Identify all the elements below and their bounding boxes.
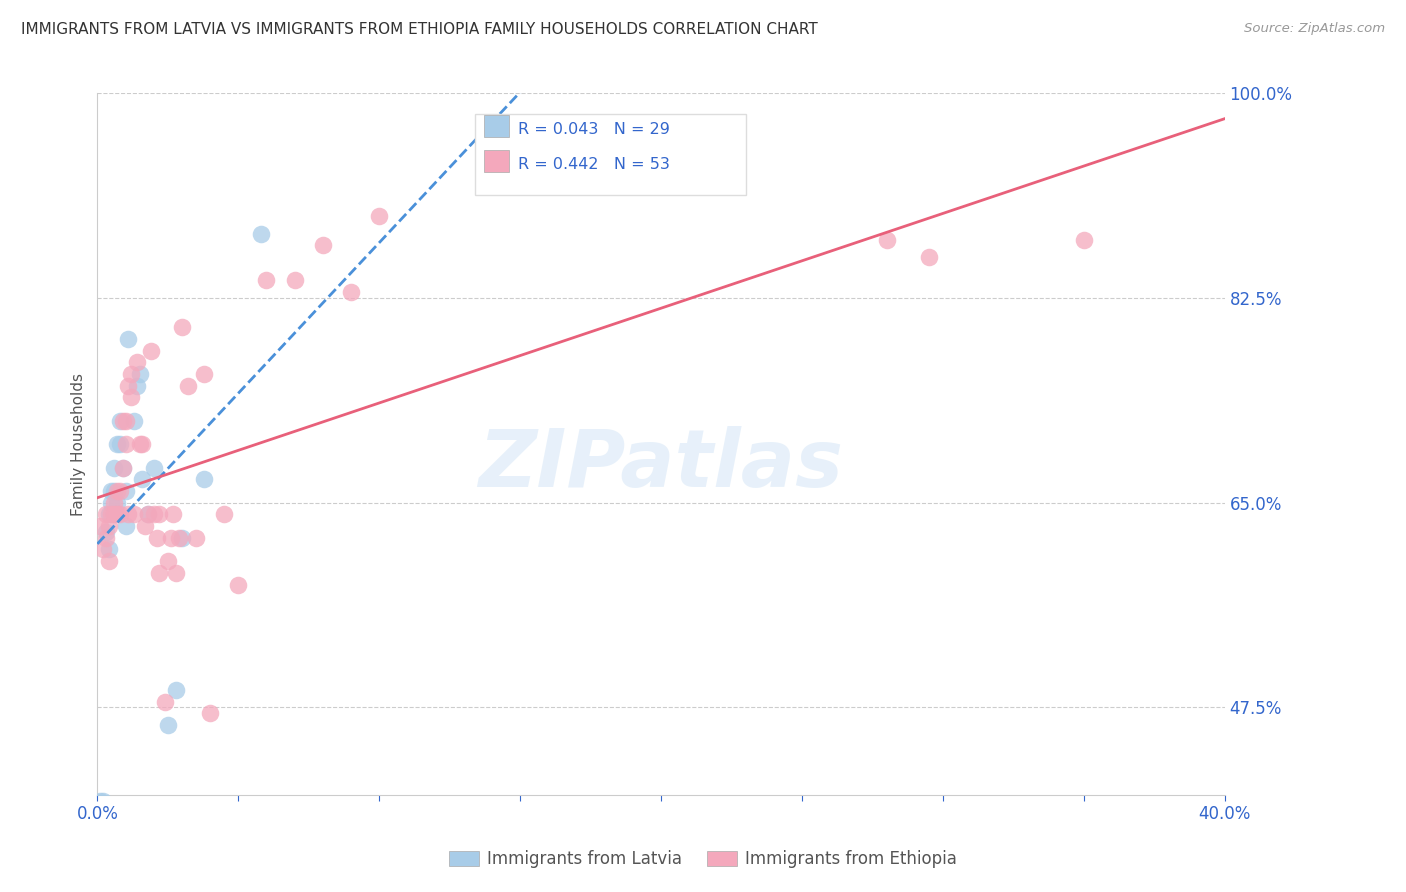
Legend: Immigrants from Latvia, Immigrants from Ethiopia: Immigrants from Latvia, Immigrants from … [441, 844, 965, 875]
Point [148, 508, 170, 522]
Point [111, 460, 134, 475]
Point [340, 285, 363, 300]
Point [312, 238, 335, 252]
Point [212, 508, 235, 522]
Point [134, 519, 156, 533]
Point [176, 378, 198, 392]
Point [108, 483, 131, 498]
Point [108, 508, 131, 522]
Point [165, 682, 187, 697]
Point [226, 577, 249, 591]
Point [1073, 233, 1095, 247]
Point [193, 472, 215, 486]
Point [114, 519, 136, 533]
Y-axis label: Family Households: Family Households [72, 373, 86, 516]
Point [170, 320, 193, 334]
Point [184, 531, 207, 545]
Point [105, 496, 128, 510]
Point [120, 391, 142, 405]
Point [136, 508, 159, 522]
Point [167, 531, 190, 545]
Point [94, 531, 117, 545]
Point [250, 227, 273, 241]
Text: Source: ZipAtlas.com: Source: ZipAtlas.com [1244, 22, 1385, 36]
Point [368, 209, 391, 223]
Point [165, 566, 187, 580]
Point [111, 460, 134, 475]
Point [128, 367, 150, 381]
Point [284, 273, 307, 287]
Point [876, 233, 898, 247]
Point [100, 483, 122, 498]
Point [105, 508, 128, 522]
Point [117, 332, 139, 346]
Point [142, 460, 165, 475]
Point [97, 508, 120, 522]
Point [97, 519, 120, 533]
Point [91, 542, 114, 557]
Point [100, 496, 122, 510]
Point [131, 472, 153, 486]
Point [103, 508, 125, 522]
Point [198, 706, 221, 721]
Point [148, 566, 170, 580]
FancyBboxPatch shape [475, 114, 745, 195]
Point [103, 460, 125, 475]
Point [117, 508, 139, 522]
Point [100, 508, 122, 522]
Point [108, 437, 131, 451]
Text: R = 0.043   N = 29: R = 0.043 N = 29 [517, 122, 669, 137]
Point [103, 496, 125, 510]
FancyBboxPatch shape [484, 151, 509, 172]
Point [122, 414, 145, 428]
Point [117, 378, 139, 392]
Point [162, 508, 184, 522]
Point [94, 524, 117, 539]
Point [103, 508, 125, 522]
Point [105, 483, 128, 498]
Point [94, 508, 117, 522]
Point [153, 694, 176, 708]
Point [131, 437, 153, 451]
Point [145, 531, 167, 545]
Point [193, 367, 215, 381]
FancyBboxPatch shape [484, 115, 509, 136]
Point [159, 531, 181, 545]
Point [97, 554, 120, 568]
Point [114, 414, 136, 428]
Point [89, 794, 111, 808]
Point [125, 378, 148, 392]
Point [156, 554, 179, 568]
Point [122, 508, 145, 522]
Point [256, 273, 278, 287]
Point [125, 355, 148, 369]
Point [128, 437, 150, 451]
Point [111, 414, 134, 428]
Point [170, 531, 193, 545]
Point [91, 794, 114, 808]
Text: ZIPatlas: ZIPatlas [478, 426, 844, 504]
Point [105, 437, 128, 451]
Point [108, 414, 131, 428]
Point [136, 508, 159, 522]
Point [103, 483, 125, 498]
Point [120, 367, 142, 381]
Point [89, 519, 111, 533]
Text: R = 0.442   N = 53: R = 0.442 N = 53 [517, 157, 669, 172]
Point [139, 343, 162, 358]
Point [114, 483, 136, 498]
Point [156, 718, 179, 732]
Text: IMMIGRANTS FROM LATVIA VS IMMIGRANTS FROM ETHIOPIA FAMILY HOUSEHOLDS CORRELATION: IMMIGRANTS FROM LATVIA VS IMMIGRANTS FRO… [21, 22, 818, 37]
Point [918, 250, 941, 264]
Point [97, 542, 120, 557]
Point [142, 508, 165, 522]
Point [114, 437, 136, 451]
